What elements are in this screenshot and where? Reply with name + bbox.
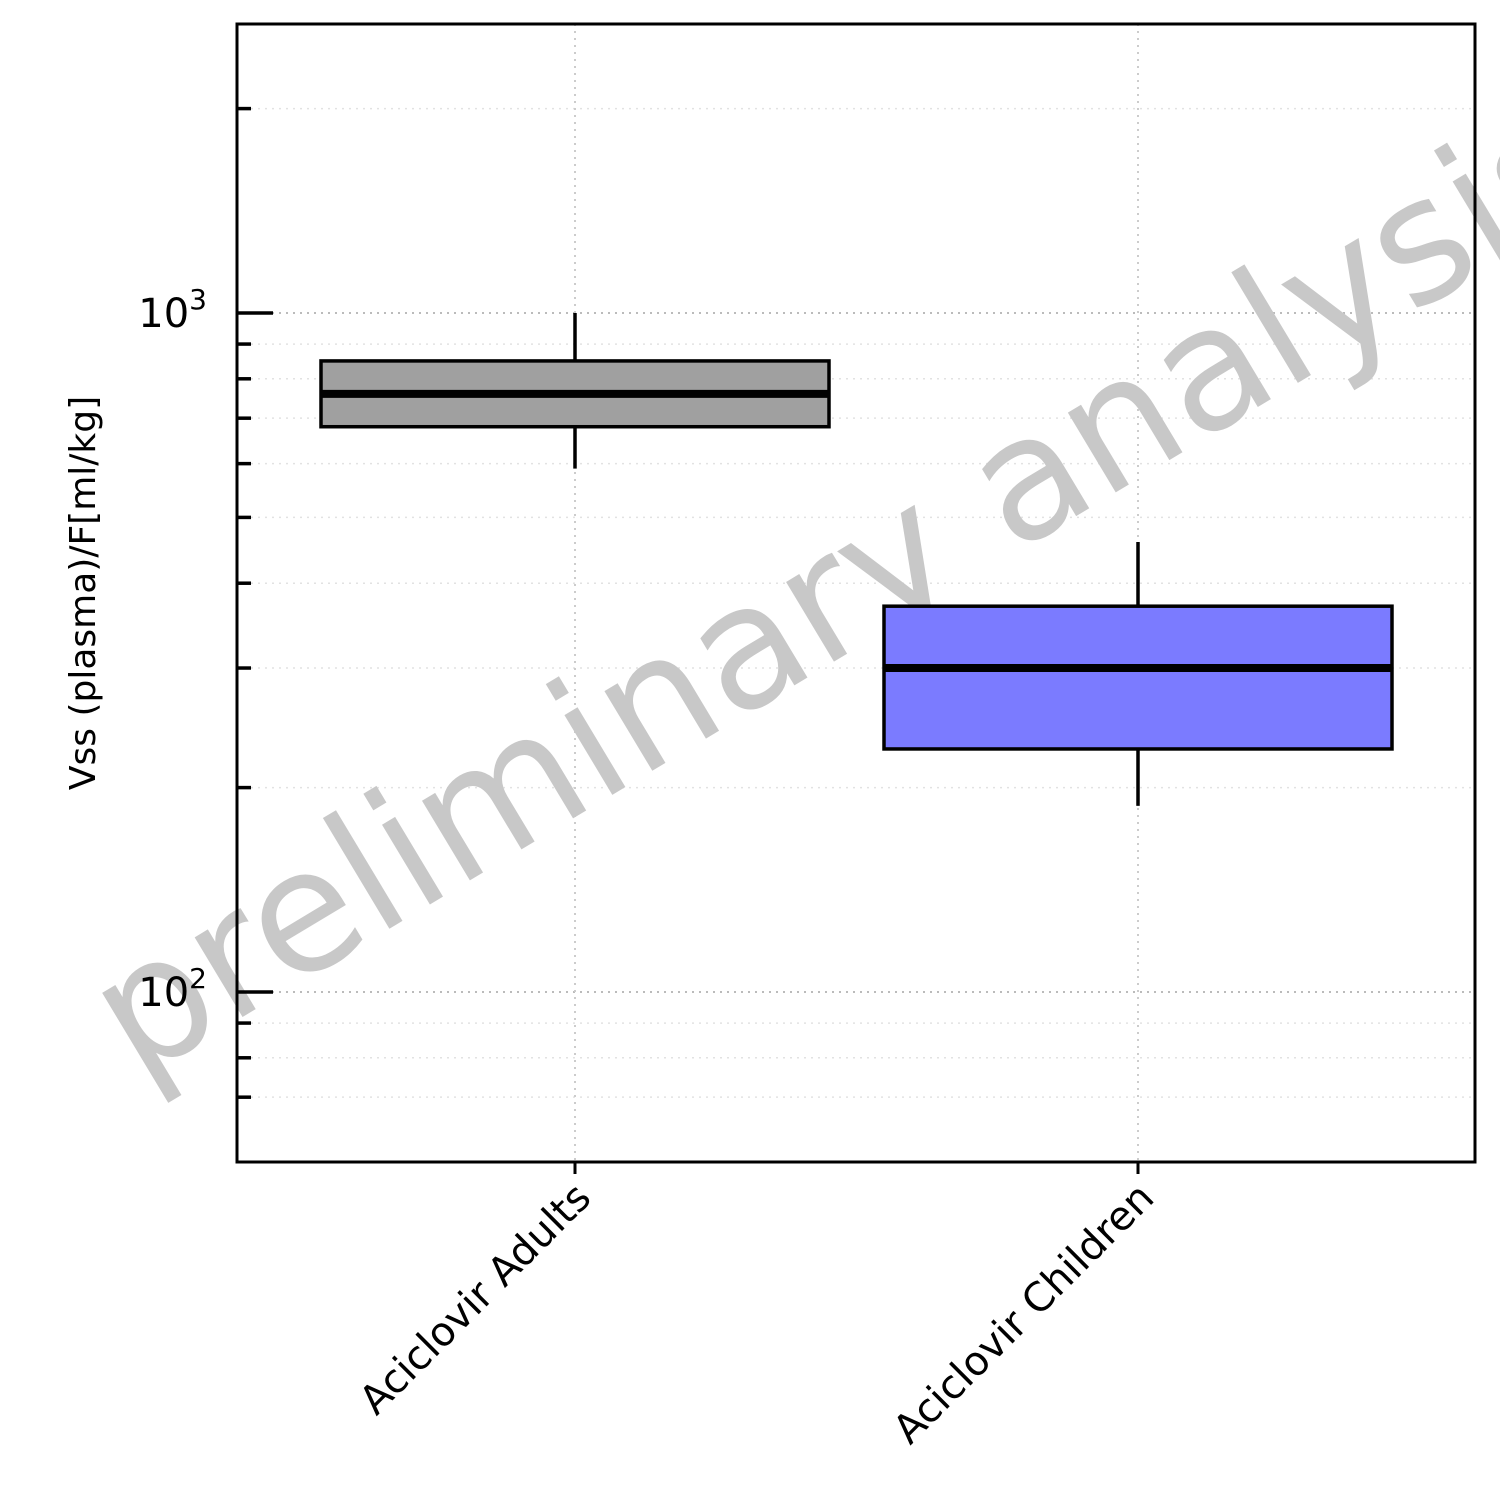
watermark-text: preliminary analysis (56, 65, 1500, 1116)
boxes (319, 313, 1394, 806)
box-body (882, 604, 1394, 751)
y-tick-label: 103 (138, 283, 207, 337)
box-2 (882, 541, 1394, 806)
y-axis-label: Vss (plasma)/F[ml/kg] (63, 396, 104, 790)
y-tick-label: 102 (138, 962, 207, 1016)
plot-frame (235, 22, 1477, 1164)
watermark: preliminary analysis (56, 65, 1500, 1116)
box-1 (319, 313, 831, 469)
x-tick-label: Aciclovir Adults (351, 1175, 600, 1424)
x-tick-label: Aciclovir Children (885, 1175, 1163, 1453)
